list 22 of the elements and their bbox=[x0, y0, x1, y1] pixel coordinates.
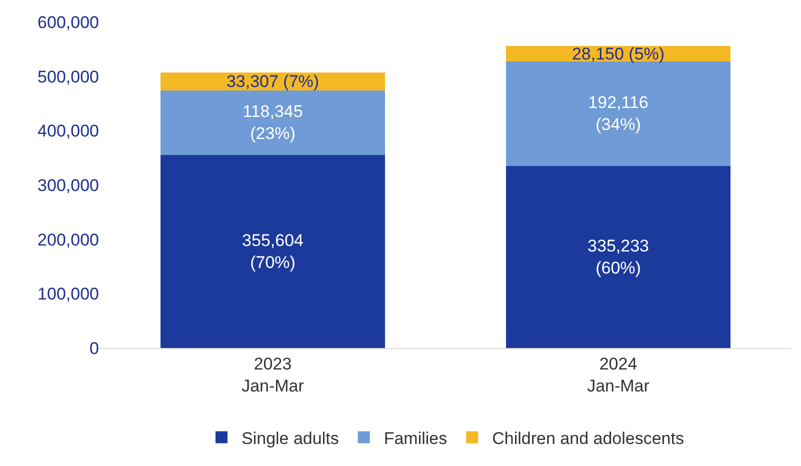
data-label: 118,345 (23%) bbox=[242, 102, 303, 144]
data-label: 33,307 (7%) bbox=[226, 72, 320, 91]
bar bbox=[160, 154, 386, 348]
x-tick-label: 2023 Jan-Mar bbox=[242, 354, 304, 396]
y-tick-label: 400,000 bbox=[38, 122, 99, 141]
y-tick-label: 200,000 bbox=[38, 230, 99, 250]
legend-label: Children and adolescents bbox=[492, 428, 684, 448]
legend-label: Single adults bbox=[242, 428, 339, 448]
x-tick-label: 2024 Jan-Mar bbox=[587, 354, 650, 396]
data-label: 355,604 (70%) bbox=[242, 230, 304, 272]
legend-label: Families bbox=[384, 428, 448, 448]
bar bbox=[506, 166, 731, 348]
y-tick-label: 0 bbox=[90, 338, 99, 358]
data-label: 28,150 (5%) bbox=[572, 44, 665, 64]
data-label: 335,233 (60%) bbox=[588, 236, 649, 278]
y-tick-label: 600,000 bbox=[38, 12, 99, 32]
bar bbox=[160, 90, 386, 155]
data-label: 192,116 (34%) bbox=[588, 93, 648, 134]
y-tick-label: 500,000 bbox=[38, 67, 99, 86]
y-tick-label: 100,000 bbox=[38, 284, 99, 304]
bar bbox=[506, 61, 731, 166]
y-tick-label: 300,000 bbox=[38, 176, 99, 195]
